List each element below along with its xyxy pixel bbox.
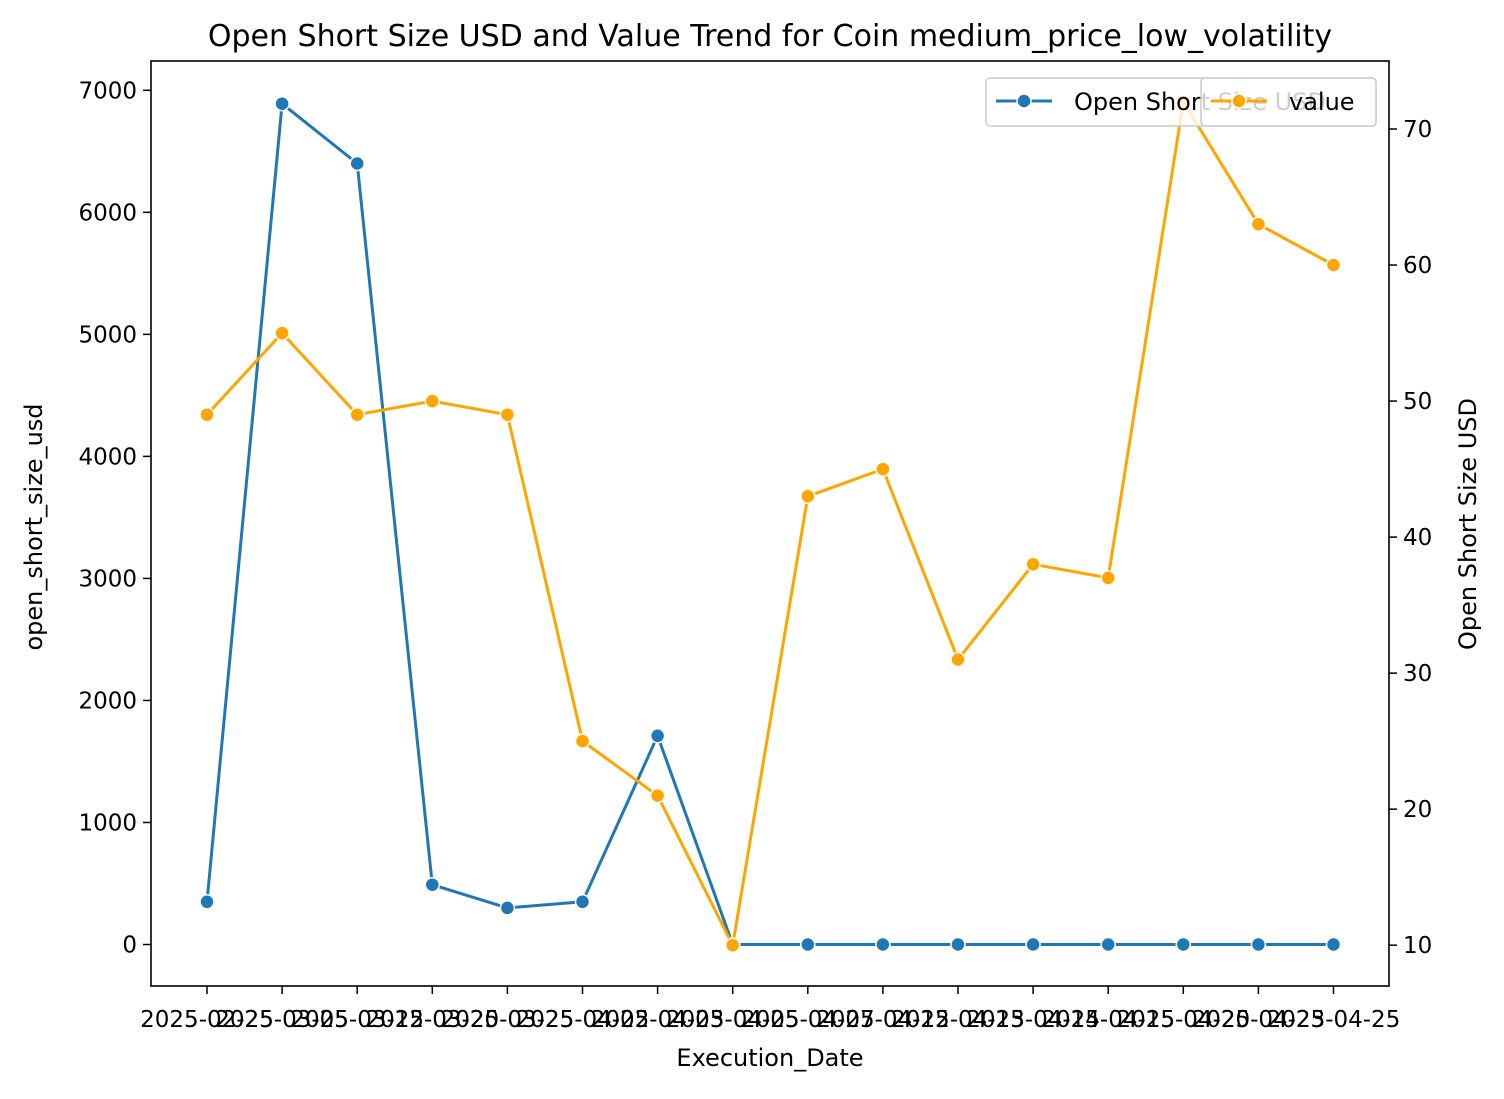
data-point-value [199,406,215,423]
x-tick-label: 2025-04-12 [816,1007,950,1033]
data-point-open-short-size [950,936,966,953]
x-tick-label: 2025-03-25 [441,1007,575,1033]
left-y-tick-label: 4000 [78,444,137,470]
left-y-tick-label: 0 [122,933,137,959]
data-point-value [574,733,591,749]
plot-layer [199,94,1342,953]
x-tick-label: 2025-04-13 [891,1007,1025,1033]
legend-value-marker [1231,93,1247,109]
x-tick-label: 2025-04-03 [591,1007,725,1033]
left-y-tick-label: 6000 [78,200,137,226]
x-tick-label: 2025-04-25 [1267,1007,1401,1033]
legend-value: value [1200,77,1377,127]
data-point-value [875,461,891,477]
right-y-tick-label: 30 [1403,661,1432,687]
right-y-tick-label: 60 [1403,253,1432,279]
x-tick-label: 2025-04-15 [1041,1007,1175,1033]
series-line-open-short-size [205,102,1334,946]
right-y-axis-label: Open Short Size USD [1454,398,1482,650]
data-point-value [649,787,666,804]
left-y-tick-label: 2000 [78,688,137,714]
data-point-open-short-size [1175,936,1192,953]
x-tick-label: 2025-04-02 [516,1007,650,1033]
data-point-open-short-size [649,728,666,744]
x-tick-label: 2025-04-20 [1116,1007,1250,1033]
tick-layer: 0 1000 2000 3000 4000 5000 6000 7000 10 20 30 40 50 6… [78,78,1432,1033]
data-point-value [349,406,365,423]
legend-open-short-size-marker [1016,93,1032,109]
x-axis-label: Execution_Date [676,1044,863,1072]
data-point-open-short-size [574,894,591,910]
chart-title: Open Short Size USD and Value Trend for … [208,19,1332,54]
data-point-value [950,651,966,668]
data-point-open-short-size [800,936,816,953]
data-point-value [424,393,441,409]
plot-frame [150,60,1390,987]
right-y-tick-label: 20 [1403,797,1432,823]
data-point-open-short-size [499,900,516,916]
legend-value-label: value [1289,88,1355,116]
x-tick-label: 2025-04-05 [666,1007,800,1033]
data-point-open-short-size [424,876,441,893]
data-point-value [499,406,516,423]
data-point-value [1325,257,1342,273]
data-point-open-short-size [1100,936,1116,953]
data-point-value [724,937,741,953]
data-point-value [800,488,816,505]
x-tick-label: 2025-04-07 [741,1007,875,1033]
left-y-axis-label: open_short_size_usd [20,403,48,650]
right-y-tick-label: 40 [1403,525,1432,551]
data-point-open-short-size [349,155,365,172]
x-tick-label: 2025-03-05 [215,1007,349,1033]
x-tick-label: 2025-03-20 [365,1007,499,1033]
x-tick-label: 2025-04-23 [1192,1007,1326,1033]
data-point-open-short-size [1325,936,1342,953]
right-y-tick-label: 50 [1403,389,1432,415]
data-point-value [1250,216,1267,232]
data-point-open-short-size [1250,936,1267,953]
left-y-tick-label: 7000 [78,78,137,104]
legend-value-box [1200,77,1377,127]
left-y-tick-label: 5000 [78,322,137,348]
data-point-open-short-size [875,936,891,953]
data-point-value [1100,570,1116,586]
data-point-value [1025,556,1041,573]
data-point-open-short-size [1025,936,1041,953]
series-line-value [205,100,1335,947]
left-y-tick-label: 3000 [78,566,137,592]
data-point-open-short-size [199,894,215,910]
left-y-tick-label: 1000 [78,810,137,836]
x-tick-label: 2025-03-12 [290,1007,424,1033]
right-y-tick-label: 70 [1403,117,1432,143]
x-tick-label: 2025-02-25 [140,1007,274,1033]
data-point-value [274,325,290,341]
data-point-open-short-size [274,95,290,112]
right-y-tick-label: 10 [1403,933,1432,959]
x-tick-label: 2025-04-14 [966,1007,1100,1033]
